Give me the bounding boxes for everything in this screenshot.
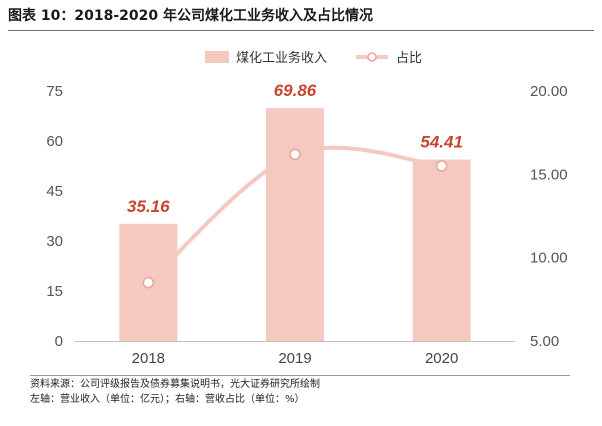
share-point-2020 xyxy=(435,160,448,172)
footer-divider xyxy=(30,375,570,376)
bar-2019 xyxy=(266,108,324,341)
left-axis-tick-label: 15 xyxy=(46,283,63,300)
units-note: 左轴：营业收入（单位：亿元）；右轴：营收占比（单位：%） xyxy=(30,394,305,405)
left-axis-tick-label: 45 xyxy=(46,183,63,200)
legend-bar-label: 煤化工业务收入 xyxy=(236,50,327,66)
chart-canvas: 0 15 30 45 60 75 5.00 10.00 15.00 20.00 35.16 69.86… xyxy=(46,50,568,367)
bar-data-label: 35.16 xyxy=(127,197,170,216)
x-axis-category-label: 2019 xyxy=(278,350,311,367)
legend-bar-swatch xyxy=(205,51,229,63)
share-point-2018 xyxy=(142,276,155,289)
legend-line-label: 占比 xyxy=(396,51,422,66)
left-axis-tick-label: 60 xyxy=(46,133,63,150)
bar-2020 xyxy=(412,159,471,341)
title-divider xyxy=(8,30,594,31)
right-axis-tick-label: 15.00 xyxy=(530,166,568,183)
right-axis-tick-label: 5.00 xyxy=(530,333,559,350)
source-note: 资料来源：公司评级报告及债券募集说明书，光大证券研究所绘制 xyxy=(30,379,320,390)
share-point-2019 xyxy=(289,148,301,161)
legend-line-marker xyxy=(367,52,377,62)
bar-data-label: 54.41 xyxy=(420,133,463,152)
left-axis-tick-label: 75 xyxy=(46,83,63,100)
right-axis-tick-label: 10.00 xyxy=(530,250,568,267)
x-axis-category-label: 2018 xyxy=(132,350,165,367)
bar-data-label: 69.86 xyxy=(274,81,317,100)
chart-title: 图表 10：2018-2020 年公司煤化工业务收入及占比情况 xyxy=(8,8,373,24)
right-axis-tick-label: 20.00 xyxy=(530,83,568,100)
left-axis-tick-label: 30 xyxy=(46,233,63,250)
left-axis-tick-label: 0 xyxy=(55,333,63,350)
x-axis-category-label: 2020 xyxy=(425,350,458,367)
